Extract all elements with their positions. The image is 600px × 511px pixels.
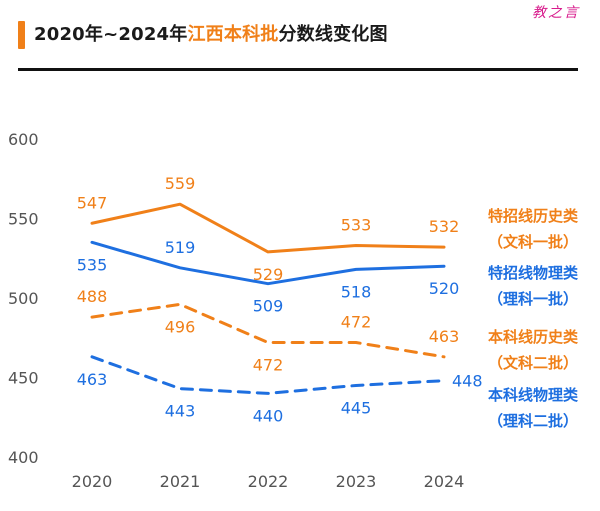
- data-label: 440: [253, 406, 284, 425]
- legend-entry-subname: （文科一批）: [488, 233, 578, 251]
- title-accent-bar: [18, 21, 25, 49]
- legend-entry-name: 本科线历史类: [488, 328, 579, 346]
- title-prefix: 2020年~2024年: [34, 24, 188, 45]
- legend-entry-name: 特招线历史类: [488, 207, 579, 225]
- x-tick-label: 2021: [160, 472, 201, 491]
- data-label: 547: [77, 193, 108, 212]
- legend-entry-subname: （理科一批）: [488, 290, 578, 308]
- data-label: 509: [253, 297, 284, 316]
- x-tick-label: 2020: [72, 472, 113, 491]
- data-label: 520: [429, 279, 460, 298]
- x-tick-label: 2024: [424, 472, 465, 491]
- data-label: 488: [77, 287, 108, 306]
- title-highlight: 江西本科批: [187, 24, 279, 45]
- data-label: 535: [77, 255, 108, 274]
- data-label: 519: [165, 238, 196, 257]
- series-line-1: [90, 202, 446, 254]
- brand-logo: 教之言: [532, 5, 580, 21]
- data-label: 532: [429, 217, 460, 236]
- series-line-3: [90, 302, 446, 359]
- data-label: 472: [341, 313, 372, 332]
- legend-entry-name: 本科线物理类: [488, 386, 579, 404]
- data-label: 448: [452, 372, 483, 391]
- data-label: 496: [165, 317, 196, 336]
- title-suffix: 分数线变化图: [278, 24, 388, 45]
- legend-entry-subname: （理科二批）: [488, 412, 578, 430]
- y-tick-label: 500: [8, 289, 39, 308]
- data-label: 443: [165, 402, 196, 421]
- data-label: 445: [341, 398, 372, 417]
- data-label: 472: [253, 356, 284, 375]
- data-label: 559: [165, 174, 196, 193]
- y-tick-label: 450: [8, 369, 39, 388]
- legend-entry-subname: （文科二批）: [488, 354, 578, 372]
- y-tick-label: 400: [8, 448, 39, 467]
- title-divider: [18, 68, 578, 71]
- data-label: 518: [341, 282, 372, 301]
- x-tick-label: 2023: [336, 472, 377, 491]
- data-label: 463: [77, 370, 108, 389]
- x-tick-label: 2022: [248, 472, 289, 491]
- y-tick-label: 600: [8, 130, 39, 149]
- data-label: 463: [429, 327, 460, 346]
- series-line-2: [90, 240, 446, 286]
- data-label: 529: [253, 265, 284, 284]
- legend-entry-name: 特招线物理类: [488, 264, 579, 282]
- y-tick-label: 550: [8, 210, 39, 229]
- series-line-4: [90, 355, 446, 395]
- data-label: 533: [341, 216, 372, 235]
- chart-title: 2020年~2024年江西本科批分数线变化图: [34, 20, 388, 46]
